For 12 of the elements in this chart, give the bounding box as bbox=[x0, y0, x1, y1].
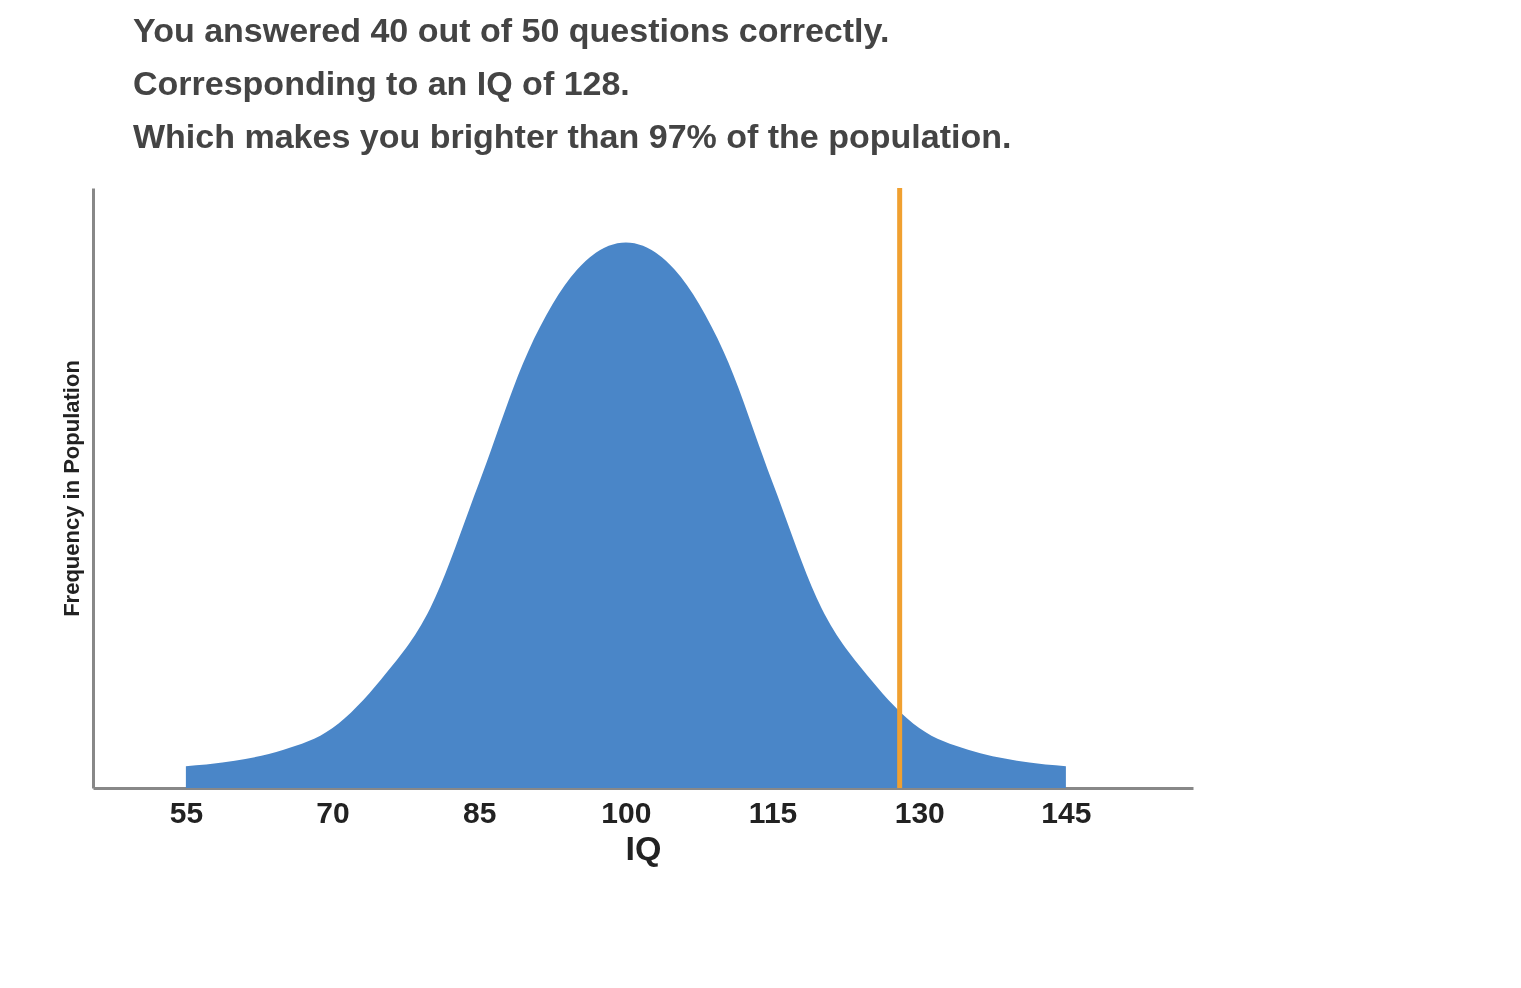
x-tick-label: 130 bbox=[894, 795, 945, 829]
x-tick-label: 85 bbox=[463, 795, 497, 829]
x-axis-title: IQ bbox=[625, 828, 662, 867]
x-tick-label: 100 bbox=[601, 795, 652, 829]
x-tick-label: 115 bbox=[748, 795, 798, 829]
text: Which makes you brighter than 97% of the population. bbox=[133, 117, 1012, 156]
text: Corresponding to an IQ of 128. bbox=[133, 64, 630, 102]
text: You answered 40 out of 50 questions correctly. bbox=[133, 10, 890, 49]
y-axis-title: Frequency in Population bbox=[58, 360, 84, 617]
x-tick-label: 55 bbox=[169, 795, 204, 829]
x-tick-label: 70 bbox=[316, 795, 350, 829]
x-tick-label: 145 bbox=[1041, 795, 1092, 829]
